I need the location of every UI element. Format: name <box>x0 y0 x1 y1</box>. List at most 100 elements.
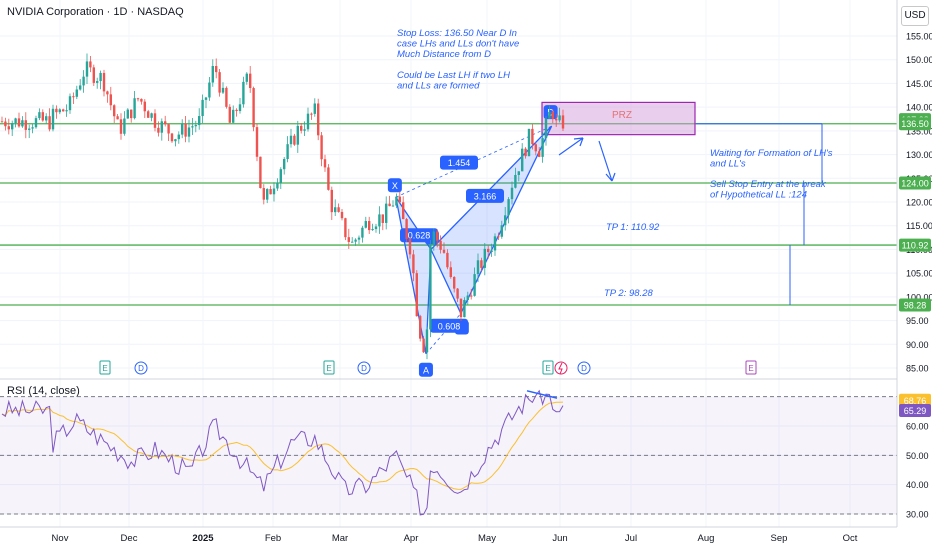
arrow-up-line <box>558 137 584 156</box>
price-level-badge: 136.50 <box>901 119 929 129</box>
earnings-marker-label: E <box>748 364 753 373</box>
candle-body <box>374 226 378 230</box>
candle-body <box>500 225 503 237</box>
candle-body <box>551 111 554 119</box>
candle-body <box>191 126 194 128</box>
candle-body <box>72 96 75 98</box>
candle-body <box>99 72 102 82</box>
candle-body <box>289 135 293 145</box>
candle-body <box>75 89 78 97</box>
candle-body <box>228 106 231 123</box>
candle-body <box>459 298 463 318</box>
candle-body <box>405 219 408 240</box>
candle-body <box>422 338 425 353</box>
candle-body <box>449 267 452 278</box>
price-tick-label: 115.00 <box>906 221 932 231</box>
candle-body <box>79 85 82 90</box>
rsi-level-badge-bg <box>899 393 931 407</box>
candle-body <box>412 254 415 274</box>
earnings-marker-label: E <box>326 364 331 373</box>
candle-body <box>361 227 364 238</box>
candles <box>0 53 565 360</box>
candle-body <box>187 127 191 137</box>
candle-body <box>245 73 248 82</box>
candle-body <box>119 119 123 134</box>
candle-body <box>463 299 466 318</box>
price-tick-label: 95.00 <box>906 316 929 326</box>
candle-body <box>221 87 225 93</box>
time-tick-label: Aug <box>698 533 715 544</box>
candle-body <box>279 169 282 183</box>
candle-body <box>439 240 442 250</box>
candle-body <box>41 112 44 121</box>
candle-body <box>143 101 146 112</box>
waiting-note-line: and LL's <box>710 159 746 170</box>
time-tick-label: Apr <box>404 533 419 544</box>
candle-body <box>255 127 259 157</box>
rsi-line <box>1 389 564 516</box>
candle-body <box>249 73 252 89</box>
candle-body <box>68 96 72 111</box>
dividend-marker <box>577 361 591 375</box>
rsi-tick-label: 30.00 <box>906 510 929 520</box>
dividend-marker-label: D <box>361 364 367 373</box>
candle-body <box>116 116 119 120</box>
candle-body <box>65 110 68 112</box>
candle-body <box>0 121 4 123</box>
candle-body <box>351 241 354 243</box>
candle-body <box>432 231 435 245</box>
candle-body <box>31 127 34 129</box>
earnings-marker-label: E <box>102 364 107 373</box>
rsi-divergence-line <box>526 390 558 399</box>
candle-body <box>7 126 10 130</box>
prz-box <box>541 101 696 136</box>
candle-body <box>385 203 388 223</box>
candle-body <box>425 329 429 353</box>
candle-body <box>259 156 262 189</box>
candle-body <box>408 239 412 255</box>
candle-body <box>24 120 27 130</box>
candle-body <box>218 72 221 93</box>
grid <box>0 0 932 527</box>
candle-body <box>130 109 133 119</box>
candle-body <box>34 118 38 128</box>
dividend-marker <box>134 361 148 375</box>
candle-body <box>483 248 486 268</box>
candle-body <box>201 99 204 117</box>
price-tick-label: 100.00 <box>906 292 932 302</box>
price-tick-label: 105.00 <box>906 269 932 279</box>
candle-body <box>252 88 255 128</box>
pattern-xb-dashed <box>395 197 432 250</box>
candle-body <box>174 139 177 142</box>
candle-body <box>558 115 561 121</box>
candle-body <box>368 221 371 231</box>
earnings-marker-label: E <box>545 364 550 373</box>
candle-body <box>51 108 55 130</box>
candle-body <box>211 66 214 83</box>
candle-body <box>235 109 238 112</box>
candle-body <box>62 109 65 112</box>
candle-body <box>527 128 531 157</box>
time-tick-label: Jun <box>552 533 567 544</box>
candle-body <box>548 111 551 119</box>
candle-body <box>48 116 51 130</box>
rsi-title: RSI (14, close) <box>7 385 80 397</box>
candle-body <box>167 124 170 134</box>
time-tick-label: 2025 <box>192 533 214 544</box>
candle-body <box>177 134 180 140</box>
candle-body <box>398 196 401 203</box>
candle-body <box>109 94 112 106</box>
time-tick-label: Sep <box>771 533 788 544</box>
candle-body <box>517 171 520 175</box>
candle-body <box>272 188 276 195</box>
candle-body <box>160 121 163 133</box>
candle-body <box>381 214 384 223</box>
candle-body <box>106 91 109 95</box>
candle-body <box>85 61 89 77</box>
rsi-ma-line <box>1 401 564 490</box>
rsi-pane <box>0 389 897 516</box>
ratio-bc-cd: 3.166 <box>474 191 497 201</box>
